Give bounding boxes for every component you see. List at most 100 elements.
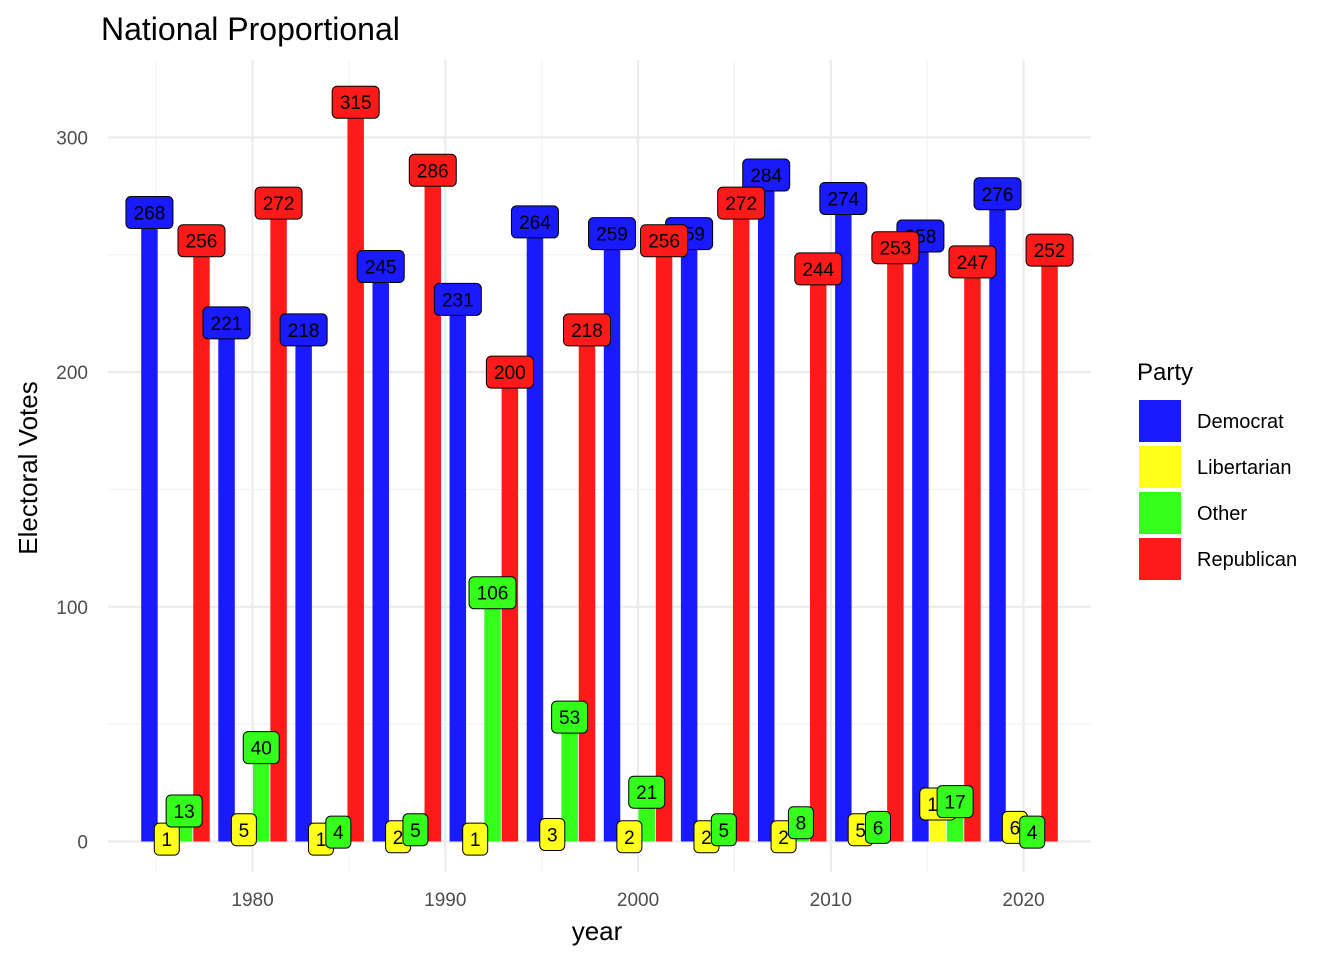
legend-label-other: Other [1197,503,1247,525]
data-label-other: 40 [251,739,272,760]
y-axis-title: Electoral Votes [13,381,43,554]
legend: Party Democrat Libertarian Other Republican [1137,359,1297,580]
data-label-libertarian: 6 [1010,818,1021,839]
data-label-box-democrat [973,177,1022,211]
data-label-box-other [628,775,666,809]
data-label-box-democrat [742,158,791,192]
bar-republican [347,102,364,842]
data-label-box-other [551,700,589,734]
bar-democrat [757,174,775,842]
data-label-democrat: 221 [211,314,243,335]
data-label-box-republican [871,231,920,265]
bar-democrat [603,233,621,842]
data-label-box-libertarian [616,820,643,854]
data-label-other: 106 [477,584,509,605]
bar-republican [270,203,287,842]
data-label-box-democrat [279,313,328,347]
bar-democrat [989,193,1006,842]
chart-title: National Proportional [101,11,400,47]
data-label-other: 5 [410,821,421,842]
data-label-republican: 286 [417,161,449,182]
x-tick-label: 1990 [424,890,466,911]
data-label-republican: 253 [880,239,912,260]
legend-label-republican: Republican [1197,549,1297,571]
data-label-other: 13 [174,802,195,823]
bar-republican [578,329,596,842]
data-label-libertarian: 2 [701,828,712,849]
data-label-democrat: 218 [288,321,320,342]
data-label-libertarian: 2 [393,828,404,849]
y-tick-labels: 0 100 200 300 [56,128,88,853]
legend-key-democrat [1139,400,1181,442]
bar-democrat [295,329,312,842]
legend-title: Party [1137,359,1193,386]
bar-republican [810,268,827,842]
bar-democrat [526,221,544,842]
data-label-other: 6 [873,818,884,839]
data-label-democrat: 231 [442,290,474,311]
bar-other [252,747,270,842]
bar-republican [424,170,442,842]
data-label-other: 53 [559,708,580,729]
data-label-republican: 252 [1034,241,1066,262]
legend-key-republican [1139,538,1181,580]
data-label-box-democrat [125,196,174,230]
data-label-democrat: 264 [519,213,551,234]
bar-democrat [835,198,852,842]
data-label-box-other [865,810,892,844]
data-label-libertarian: 3 [547,825,558,846]
x-tick-label: 2000 [617,890,659,911]
data-label-libertarian: 5 [855,821,866,842]
bar-republican [964,261,981,842]
data-label-democrat: 268 [134,204,166,225]
x-tick-label: 2010 [810,890,852,911]
data-label-box-republican [1025,233,1074,267]
legend-key-other [1139,492,1181,534]
legend-key-libertarian [1139,446,1181,488]
bar-other [561,717,578,842]
bar-republican [655,240,673,842]
bar-democrat [449,299,467,842]
data-label-box-democrat [433,282,482,316]
bar-other [484,592,501,842]
bars [141,102,1058,842]
data-label-box-other [468,576,517,610]
data-label-other: 4 [333,823,344,844]
data-label-republican: 272 [725,194,757,215]
data-label-box-other [325,815,352,849]
data-label-box-republican [485,355,534,389]
data-label-libertarian: 1 [161,830,172,851]
data-label-republican: 247 [957,253,989,274]
data-label-democrat: 276 [982,185,1014,206]
bar-republican [887,247,904,842]
x-tick-label: 1980 [231,890,273,911]
data-label-other: 21 [636,783,657,804]
data-label-democrat: 284 [750,166,782,187]
data-label-box-libertarian [462,822,489,856]
data-label-other: 4 [1027,823,1038,844]
bar-democrat [680,233,698,842]
data-label-box-democrat [356,250,405,284]
data-label-other: 5 [719,821,730,842]
data-label-other: 17 [945,793,966,814]
x-tick-label: 2020 [1002,890,1044,911]
data-label-republican: 272 [263,194,295,215]
data-label-box-democrat [588,217,637,251]
data-label-box-other [402,813,429,847]
bar-democrat [141,212,158,842]
data-label-democrat: 245 [365,258,397,279]
data-label-republican: 244 [802,260,834,281]
data-label-libertarian: 5 [239,821,250,842]
x-tick-labels: 1980 1990 2000 2010 2020 [231,890,1044,911]
data-label-republican: 256 [648,232,680,253]
data-label-libertarian: 2 [778,828,789,849]
legend-label-libertarian: Libertarian [1197,457,1292,479]
y-tick-label: 300 [56,128,88,149]
bar-democrat [912,236,929,842]
data-label-republican: 218 [571,321,603,342]
data-label-box-other [710,813,737,847]
data-label-box-other [1019,815,1046,849]
data-label-box-republican [254,186,303,220]
